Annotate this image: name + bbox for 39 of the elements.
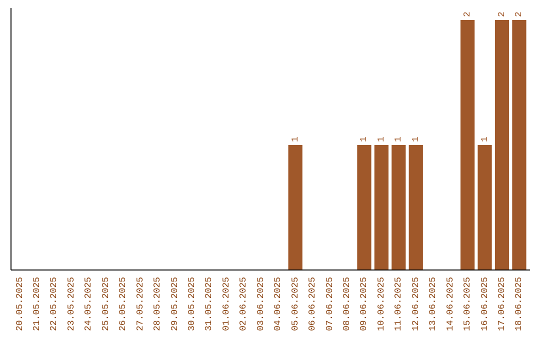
x-tick-label: 10.06.2025 [376,277,386,332]
x-tick-label: 08.06.2025 [342,277,352,332]
x-tick-label: 21.05.2025 [32,277,42,332]
x-tick-label: 16.06.2025 [480,277,490,332]
data-label: 1 [376,136,386,142]
x-tick-label: 15.06.2025 [462,277,473,332]
x-tick-label: 23.05.2025 [66,277,76,332]
x-tick-label: 01.06.2025 [221,277,232,332]
data-label: 2 [496,12,507,17]
x-tick-label: 11.06.2025 [394,277,404,332]
data-label: 2 [462,12,473,17]
x-tick-label: 13.06.2025 [428,277,438,332]
x-tick-label: 14.06.2025 [445,277,456,332]
x-tick-label: 07.06.2025 [324,277,335,332]
x-tick-label: 05.06.2025 [290,277,300,332]
x-tick-label: 06.06.2025 [308,277,318,332]
x-tick-label: 28.05.2025 [152,277,163,332]
x-tick-label: 02.06.2025 [238,277,249,332]
x-tick-label: 31.05.2025 [204,277,214,332]
x-tick-label: 12.06.2025 [410,277,421,332]
x-tick-label: 03.06.2025 [256,277,266,332]
data-label: 2 [514,12,524,17]
x-tick-label: 17.06.2025 [496,277,507,332]
x-tick-label: 24.05.2025 [84,277,94,332]
x-tick-label: 29.05.2025 [170,277,180,332]
x-tick-label: 26.05.2025 [118,277,128,332]
data-label: 1 [290,136,300,142]
data-label: 1 [394,136,404,142]
x-tick-label: 18.06.2025 [514,277,524,332]
x-tick-label: 22.05.2025 [49,277,60,332]
data-label: 1 [480,136,490,142]
x-tick-label: 04.06.2025 [273,277,284,332]
x-tick-label: 09.06.2025 [359,277,370,332]
x-tick-label: 25.05.2025 [100,277,111,332]
x-tick-label: 20.05.2025 [14,277,25,332]
x-tick-label: 27.05.2025 [135,277,146,332]
data-label: 1 [410,136,421,142]
x-tick-label: 30.05.2025 [187,277,197,332]
data-label: 1 [359,136,370,142]
